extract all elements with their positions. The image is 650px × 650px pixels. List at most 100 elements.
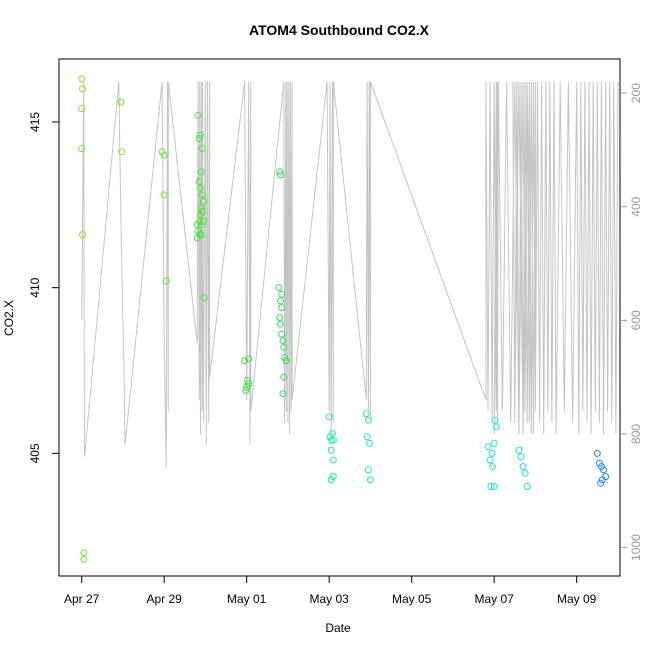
data-point — [162, 277, 170, 285]
data-point — [515, 446, 523, 454]
data-point — [279, 390, 287, 398]
data-point — [160, 191, 168, 199]
data-point — [198, 221, 206, 229]
data-point — [160, 151, 168, 159]
right-y-tick-label: 600 — [629, 310, 643, 330]
right-y-tick-label: 800 — [629, 424, 643, 444]
right-y-tick-label: 400 — [629, 196, 643, 216]
data-point — [117, 98, 125, 106]
right-y-tick-label: 200 — [629, 83, 643, 103]
data-point — [277, 320, 284, 328]
data-point — [278, 290, 286, 298]
data-point — [364, 466, 372, 474]
data-point — [193, 234, 201, 242]
data-point — [275, 284, 283, 292]
x-tick-label: Apr 27 — [64, 592, 100, 606]
data-point — [492, 423, 500, 431]
data-point — [197, 231, 205, 239]
data-point — [329, 430, 336, 437]
data-point — [363, 433, 371, 441]
data-point — [281, 353, 289, 361]
data-point — [199, 207, 206, 215]
y-tick-label: 405 — [28, 443, 42, 463]
data-point — [194, 111, 202, 119]
data-point — [242, 386, 250, 394]
data-point — [277, 297, 284, 305]
data-point — [78, 105, 86, 113]
data-point — [366, 439, 374, 447]
data-point — [519, 463, 527, 471]
data-point — [600, 466, 607, 474]
data-point — [245, 380, 253, 388]
data-point — [197, 211, 204, 219]
data-point — [523, 483, 531, 490]
data-point — [597, 479, 605, 487]
y-axis-right: 200 400 600 800 1000 — [620, 83, 643, 561]
data-point — [327, 436, 335, 444]
data-point — [198, 145, 206, 152]
data-point — [195, 135, 203, 142]
data-point — [279, 337, 287, 345]
data-point — [325, 413, 333, 421]
data-point — [484, 443, 492, 451]
data-point — [329, 456, 337, 464]
data-point — [329, 436, 337, 444]
x-tick-label: Apr 29 — [147, 592, 183, 606]
data-point — [118, 148, 126, 156]
y-axis: 405 410 415 — [28, 112, 59, 463]
data-point — [362, 410, 370, 418]
y-tick-label: 410 — [28, 277, 42, 297]
data-point — [486, 456, 494, 464]
data-point — [193, 221, 201, 229]
x-tick-label: May 07 — [475, 592, 515, 606]
data-point — [276, 314, 284, 321]
data-point — [282, 357, 290, 365]
data-point — [488, 449, 496, 457]
data-point — [366, 476, 374, 484]
points-layer — [78, 75, 610, 563]
data-point — [78, 145, 86, 152]
x-tick-label: May 01 — [227, 592, 267, 606]
data-point — [200, 294, 208, 302]
data-point — [364, 416, 372, 424]
data-point — [241, 357, 249, 365]
data-point — [277, 171, 284, 179]
data-point — [197, 131, 204, 139]
x-tick-label: May 05 — [392, 592, 432, 606]
right-y-tick-label: 1000 — [629, 534, 643, 561]
data-point — [78, 75, 86, 83]
data-point — [197, 184, 204, 192]
y-axis-label: CO2.X — [2, 300, 16, 336]
data-point — [593, 449, 601, 457]
data-point — [490, 439, 498, 447]
data-point — [280, 343, 288, 351]
data-point — [80, 549, 88, 557]
x-tick-label: May 03 — [310, 592, 350, 606]
data-point — [197, 168, 205, 176]
data-point — [491, 416, 499, 424]
data-point — [245, 355, 253, 363]
y-tick-label: 415 — [28, 112, 42, 132]
data-point — [280, 373, 288, 381]
data-point — [517, 453, 525, 461]
data-point — [327, 446, 335, 454]
plot-frame — [58, 58, 621, 577]
x-tick-label: May 09 — [557, 592, 597, 606]
data-point — [276, 168, 284, 176]
data-point — [598, 476, 606, 484]
data-point — [198, 191, 206, 199]
data-point — [278, 304, 286, 312]
data-point — [199, 217, 207, 225]
chart-title: ATOM4 Southbound CO2.X — [249, 22, 430, 38]
data-point — [195, 178, 203, 186]
data-point — [490, 483, 498, 490]
data-point — [329, 473, 337, 481]
data-point — [521, 469, 529, 477]
data-point — [197, 204, 205, 212]
data-point — [199, 198, 207, 205]
data-point — [489, 463, 496, 471]
data-point — [487, 483, 495, 490]
x-axis: Apr 27 Apr 29 May 01 May 03 May 05 May 07 May … — [64, 576, 597, 606]
data-point — [79, 231, 86, 239]
